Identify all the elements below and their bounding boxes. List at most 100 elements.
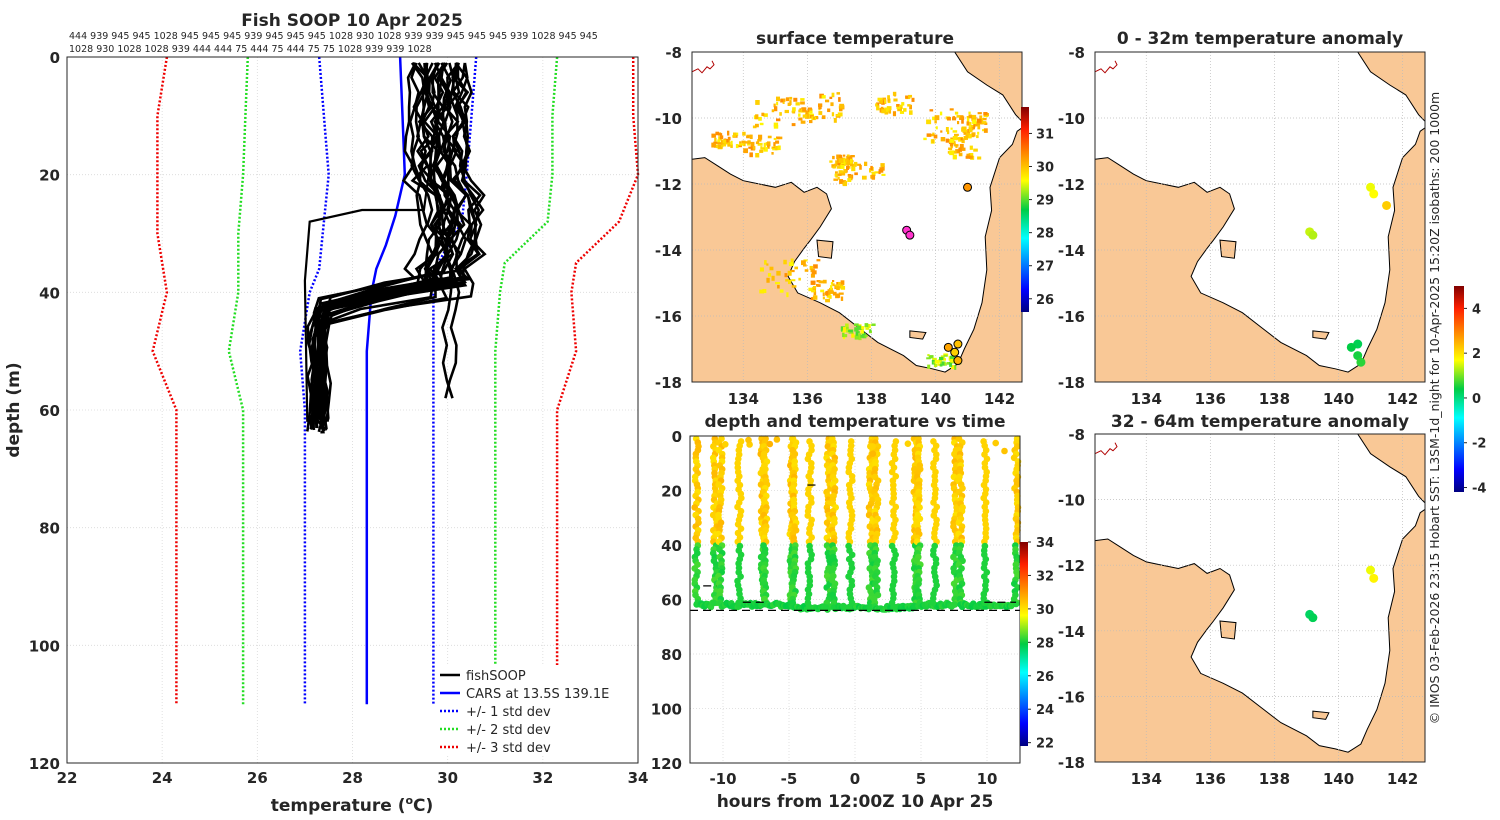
sst-pixel	[941, 361, 945, 366]
sst-pixel	[977, 112, 982, 115]
sst-pixel	[968, 127, 973, 132]
sst-pixel	[782, 101, 785, 104]
sst-pixel	[950, 358, 954, 363]
sst-pixel	[875, 103, 878, 107]
sst-pixel	[931, 134, 935, 137]
sst-pixel	[871, 174, 876, 180]
sst-pixel	[789, 100, 792, 106]
sst-pixel	[850, 158, 853, 164]
sst-pixel	[814, 116, 819, 120]
sst-pixel	[961, 147, 966, 151]
sst-cbar-label: 29	[1036, 194, 1054, 209]
sst-pixel	[804, 114, 810, 119]
sst-colorbar-ticks: 26 27 28 29 30 31	[1029, 127, 1054, 308]
sst-pixel	[848, 329, 853, 332]
sst-pixel	[846, 328, 850, 333]
sst-pixel	[810, 273, 815, 278]
sst-pixel	[786, 292, 789, 298]
sst-pixel	[892, 111, 897, 117]
sst-pixel	[776, 270, 781, 276]
sst-pixel	[727, 136, 731, 141]
profile-ytick-label: 100	[29, 637, 60, 655]
sst-pixel	[771, 152, 774, 155]
anom1-groote-island	[1219, 239, 1237, 259]
sst-pixel	[841, 328, 844, 332]
sst-pixel	[811, 289, 816, 293]
anom1-ytick-label: -8	[1068, 44, 1085, 62]
sst-pixel	[835, 171, 838, 174]
sst-pixel	[949, 361, 953, 367]
sst-pixel	[979, 115, 983, 120]
sst-pixel	[859, 164, 862, 170]
sst-pixel	[847, 155, 853, 160]
sst-pixel	[773, 124, 779, 129]
sst-pixel	[828, 295, 832, 299]
sst-pixel	[951, 365, 955, 370]
sst-pixel	[759, 122, 764, 126]
sst-pixel	[830, 285, 833, 290]
sst-pixel	[837, 173, 842, 176]
anom2-ytick-label: -18	[1058, 754, 1085, 772]
sst-pixel	[876, 105, 880, 111]
sst-pixel	[956, 137, 961, 140]
sst-pixel	[858, 333, 862, 337]
sst-pixel	[803, 264, 807, 267]
anom1-ytick-label: -16	[1058, 308, 1085, 326]
sst-pixel	[892, 91, 897, 96]
sst-pixel	[773, 137, 777, 140]
anom1-anomaly-point	[1308, 230, 1318, 240]
sst-pixel	[880, 106, 884, 112]
timeseries-point	[804, 512, 812, 519]
sst-pixel	[857, 331, 860, 334]
sst-pixel	[809, 265, 813, 270]
sst-pixel	[928, 355, 934, 359]
sst-pixel	[973, 123, 976, 128]
sst-papua-land	[954, 52, 1022, 123]
timeseries-cbar-label: 26	[1036, 670, 1054, 685]
timeseries-cbar-label: 24	[1036, 703, 1054, 718]
anom1-ytick-label: -10	[1058, 110, 1085, 128]
sst-pixel	[932, 116, 937, 121]
sst-pixel	[933, 134, 938, 139]
profile-line--2-std	[227, 56, 250, 705]
sst-pixel	[959, 144, 964, 149]
sst-pixel	[933, 364, 938, 368]
sst-pixel	[843, 326, 847, 332]
anom2-river	[1095, 442, 1118, 456]
sst-pixel	[767, 273, 772, 277]
timeseries-colorbar-ticks: 34 32 30 28 26 24 22	[1028, 536, 1054, 752]
sst-pixel	[851, 333, 855, 338]
sst-pixel	[850, 163, 854, 167]
timeseries-ytick-label: 60	[661, 592, 682, 610]
profile-ytick-label: 60	[39, 402, 60, 420]
sst-pixel	[926, 357, 931, 360]
sst-pixel	[832, 155, 835, 160]
sst-pixel	[818, 280, 824, 284]
sst-cbar-label: 28	[1036, 227, 1054, 242]
sst-pixel	[834, 173, 837, 177]
sst-pixel	[971, 125, 975, 130]
sst-pixel	[963, 136, 968, 140]
sst-pixel	[755, 114, 759, 120]
timeseries-point	[1001, 447, 1008, 455]
anom2-xtick-label: 140	[1323, 770, 1354, 788]
sst-ticks: 134 136 138 140 142 -8 -10 -12 -14 -16 -18	[655, 44, 1015, 408]
sst-pixel	[790, 258, 794, 263]
timeseries-point	[805, 603, 813, 611]
sst-pixel	[860, 334, 865, 338]
sst-pixel	[832, 280, 835, 283]
profile-ticks: 22 24 26 28 30 32 34 0 20 40 60 80 100 120	[29, 49, 649, 787]
sst-pixel	[880, 99, 883, 104]
sst-pixel	[831, 92, 835, 98]
sst-pixel	[864, 161, 868, 167]
sst-pixel	[854, 327, 859, 332]
sst-pixel	[982, 129, 986, 132]
anom2-xtick-label: 138	[1259, 770, 1290, 788]
anom1-xtick-label: 140	[1323, 390, 1354, 408]
sst-pixel	[862, 334, 867, 339]
sst-pixel	[810, 280, 816, 285]
sst-pixel	[733, 132, 737, 138]
sst-pixel	[843, 169, 847, 174]
sst-pixel	[800, 98, 805, 101]
sst-cbar-label: 27	[1036, 260, 1054, 275]
